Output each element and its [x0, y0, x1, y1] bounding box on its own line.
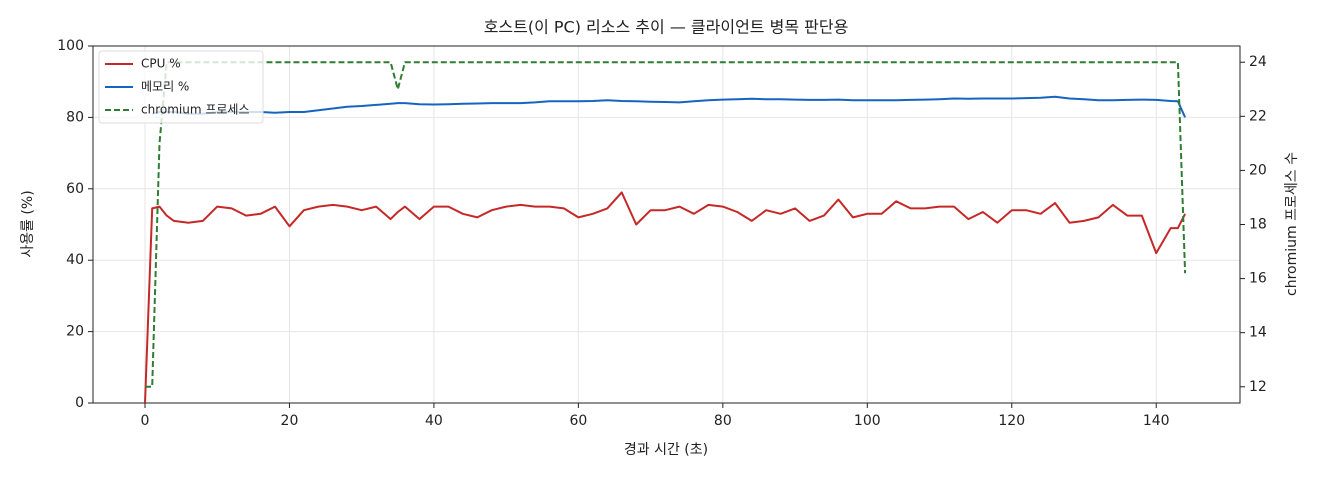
legend-box [98, 50, 264, 124]
x-axis-label: 경과 시간 (초) [624, 442, 708, 458]
y2-tick-label: 12 [1249, 379, 1267, 395]
series-line [144, 191, 1186, 404]
x-tick-label: 40 [425, 413, 443, 429]
x-tick-label: 0 [141, 413, 150, 429]
y2-tick-label: 22 [1249, 108, 1267, 124]
plot-frame [92, 45, 1241, 404]
y2-axis-label: chromium 프로세스 수 [1284, 152, 1300, 296]
y2-tick-label: 20 [1249, 162, 1267, 178]
y-tick-label: 100 [57, 38, 84, 54]
y2-tick-label: 14 [1249, 325, 1267, 341]
legend: CPU % 메모리 % chromium 프로세스 [98, 50, 264, 124]
x-tick-label: 20 [281, 413, 299, 429]
y2-tick-label: 18 [1249, 217, 1267, 233]
legend-label: chromium 프로세스 [141, 103, 250, 117]
y-tick-label: 0 [75, 395, 84, 411]
x-tick-label: 100 [854, 413, 881, 429]
y-axis-label: 사용률 (%) [20, 190, 36, 257]
y-tick-label: 60 [66, 181, 84, 197]
legend-label: 메모리 % [141, 80, 189, 94]
series-line [145, 61, 1187, 388]
legend-label: CPU % [141, 57, 181, 71]
x-tick-label: 60 [569, 413, 587, 429]
y-tick-label: 40 [66, 252, 84, 268]
x-tick-label: 120 [998, 413, 1025, 429]
series-line [151, 95, 1187, 118]
y-tick-label: 20 [66, 324, 84, 340]
x-tick-label: 80 [714, 413, 732, 429]
y2-tick-label: 24 [1249, 54, 1267, 70]
y-tick-label: 80 [66, 109, 84, 125]
y2-tick-label: 16 [1249, 271, 1267, 287]
chart-title: 호스트(이 PC) 리소스 추이 — 클라이언트 병목 판단용 [484, 18, 849, 37]
x-tick-label: 140 [1143, 413, 1170, 429]
